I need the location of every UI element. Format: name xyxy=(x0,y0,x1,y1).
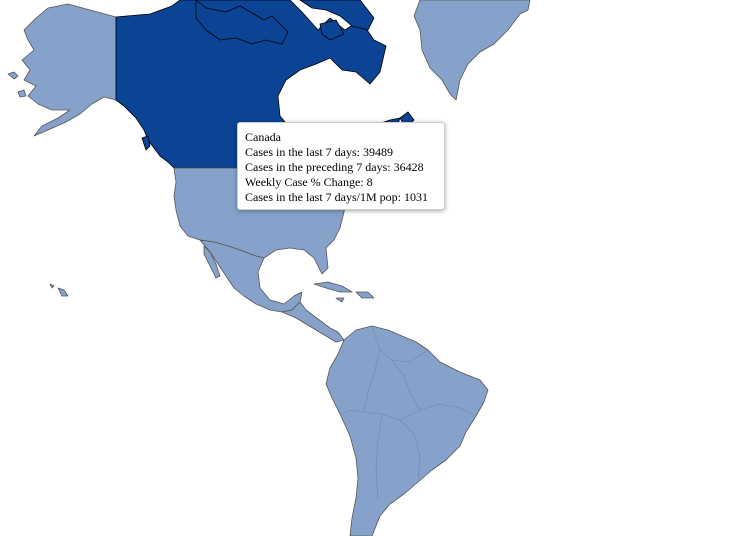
country-cuba[interactable] xyxy=(313,281,353,293)
country-border-lines xyxy=(339,325,477,501)
country-central-america[interactable] xyxy=(281,301,345,343)
country-canada-vancouver-island[interactable] xyxy=(141,135,151,151)
country-baja-california[interactable] xyxy=(203,245,221,279)
country-hispaniola[interactable] xyxy=(355,291,375,299)
country-hawaii[interactable] xyxy=(49,283,69,297)
country-greenland[interactable] xyxy=(413,0,531,101)
tooltip-country-name: Canada xyxy=(245,130,281,144)
country-mexico[interactable] xyxy=(199,239,303,313)
tooltip-cases-prev-7d: Cases in the preceding 7 days: 36428 xyxy=(245,160,424,174)
country-alaska[interactable] xyxy=(21,3,117,137)
country-jamaica[interactable] xyxy=(335,297,345,303)
tooltip-cases-7d: Cases in the last 7 days: 39489 xyxy=(245,145,393,159)
country-alaska-islands[interactable] xyxy=(7,71,27,98)
country-south-america[interactable] xyxy=(325,325,489,536)
tooltip-cases-per-1m: Cases in the last 7 days/1M pop: 1031 xyxy=(245,190,428,204)
country-tooltip: Canada Cases in the last 7 days: 39489 C… xyxy=(237,122,445,210)
tooltip-weekly-change: Weekly Case % Change: 8 xyxy=(245,175,373,189)
country-canada-arctic-islands[interactable] xyxy=(195,0,375,45)
